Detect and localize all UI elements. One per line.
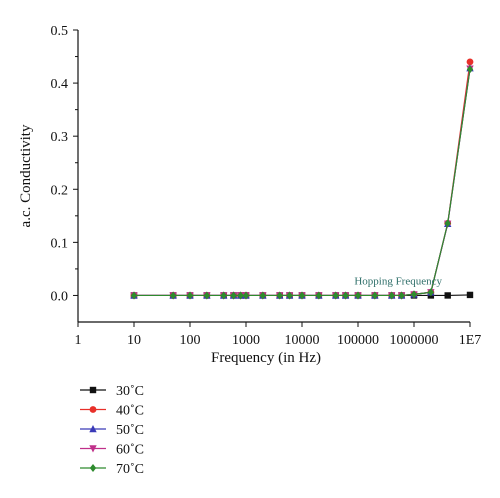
- legend-marker: [89, 386, 97, 394]
- data-point: [237, 291, 244, 300]
- x-tick-label: 10: [127, 333, 141, 348]
- legend-label: 50˚C: [116, 423, 144, 438]
- x-axis-ticks: 1 10 100 1000 10000 100000 1000000 1E7: [75, 322, 482, 348]
- data-point: [444, 219, 451, 228]
- data-point: [230, 291, 237, 300]
- series-50CC: [130, 64, 474, 299]
- x-tick-label: 1: [75, 333, 82, 348]
- data-point: [371, 291, 379, 300]
- data-point: [186, 291, 194, 300]
- series-60CC: [130, 65, 474, 300]
- x-tick-label: 1E7: [459, 333, 482, 348]
- data-point: [398, 291, 405, 300]
- legend-label: 70˚C: [116, 462, 144, 477]
- data-point: [466, 291, 474, 299]
- x-tick-label: 1000000: [390, 333, 439, 348]
- y-tick-label: 0.3: [51, 130, 69, 145]
- x-axis-label: Frequency (in Hz): [211, 350, 321, 366]
- data-point: [203, 291, 211, 300]
- x-tick-label: 100: [180, 333, 201, 348]
- data-point: [410, 290, 418, 299]
- legend-label: 30˚C: [116, 384, 144, 399]
- data-point: [286, 291, 293, 300]
- y-tick-label: 0.5: [51, 24, 69, 39]
- series-line: [134, 61, 471, 297]
- legend-label: 40˚C: [116, 404, 144, 419]
- x-tick-label: 10000: [285, 333, 320, 348]
- y-tick-label: 0.0: [51, 289, 69, 304]
- x-tick-label: 1000: [232, 333, 260, 348]
- data-point: [332, 291, 339, 300]
- y-tick-label: 0.1: [51, 236, 69, 251]
- data-point: [354, 291, 362, 300]
- legend-marker: [89, 445, 97, 453]
- data-point: [169, 291, 177, 300]
- series-line: [134, 68, 471, 297]
- legend-marker: [89, 406, 97, 413]
- axes: [77, 30, 470, 323]
- data-point: [130, 291, 138, 300]
- x-tick-label: 100000: [337, 333, 379, 348]
- data-point: [444, 292, 451, 299]
- legend-label: 60˚C: [116, 443, 144, 458]
- legend-item: 30˚C: [80, 384, 144, 399]
- data-point: [220, 291, 227, 300]
- data-point: [242, 291, 250, 300]
- data-point: [298, 291, 306, 300]
- y-axis-label: a.c. Conductivity: [18, 124, 34, 227]
- data-point: [427, 288, 435, 297]
- y-axis-ticks: 0.0 0.1 0.2 0.3 0.4 0.5: [51, 24, 78, 304]
- series-40CC: [130, 58, 474, 299]
- y-tick-label: 0.2: [51, 183, 69, 198]
- data-point: [342, 291, 349, 300]
- legend-item: 70˚C: [80, 462, 144, 477]
- series-line: [134, 69, 471, 297]
- legend-item: 50˚C: [80, 423, 144, 438]
- data-point: [466, 58, 474, 66]
- legend-marker: [89, 425, 97, 433]
- legend-item: 40˚C: [80, 404, 144, 419]
- legend: 30˚C 40˚C 50˚C 60˚C 70˚C: [80, 384, 144, 477]
- legend-marker: [89, 464, 97, 472]
- legend-item: 60˚C: [80, 443, 144, 458]
- plot-area: [130, 58, 474, 300]
- series-line: [134, 68, 471, 297]
- data-point: [466, 65, 474, 74]
- data-point: [315, 291, 323, 300]
- data-point: [259, 291, 267, 300]
- y-tick-label: 0.4: [51, 77, 69, 92]
- data-point: [276, 291, 283, 300]
- hopping-frequency-annotation: Hopping Frequency: [354, 275, 442, 287]
- data-point: [388, 291, 395, 300]
- series-70CC: [130, 65, 474, 300]
